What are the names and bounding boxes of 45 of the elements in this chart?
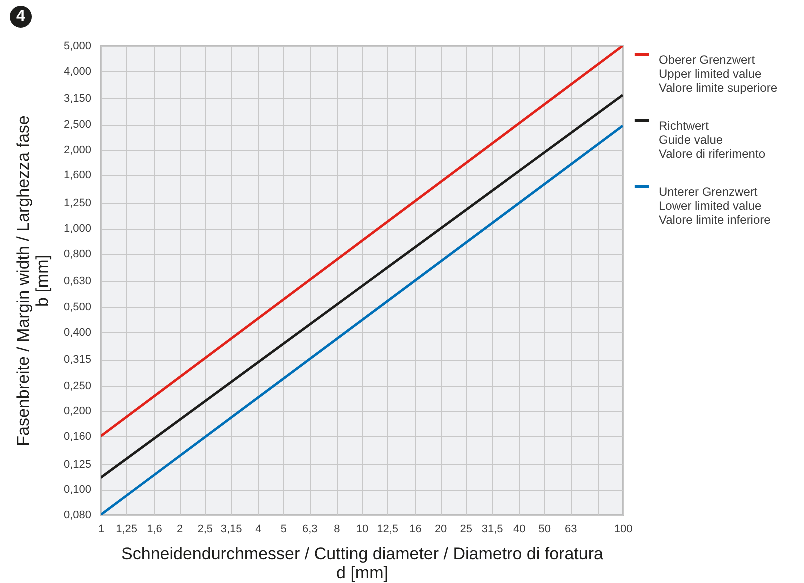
y-tick-label: 2,500 xyxy=(64,119,92,132)
x-tick-label: 5 xyxy=(280,524,287,536)
x-tick-label: 4 xyxy=(256,524,262,536)
x-tick-label: 63 xyxy=(565,524,578,536)
text: 4 xyxy=(10,6,32,28)
y-tick-label: 0,800 xyxy=(64,248,92,260)
x-tick-label: 16 xyxy=(410,524,422,536)
x-tick-label: 1,25 xyxy=(116,524,138,536)
x-tick-label: 3,15 xyxy=(220,524,242,536)
x-tick-label: 25 xyxy=(460,524,472,536)
y-tick-label: 0,160 xyxy=(64,430,92,443)
x-axis-title: Schneidendurchmesser / Cutting diameter / Diametro di foratura d [mm] xyxy=(122,544,604,582)
y-tick-label: 0,125 xyxy=(64,458,92,471)
y-tick-label: 0,080 xyxy=(64,510,92,522)
y-tick-label: 2,000 xyxy=(64,144,92,156)
x-tick-label: 1 xyxy=(98,524,105,536)
x-tick-label: 10 xyxy=(356,524,369,536)
x-tick-label: 40 xyxy=(514,524,526,536)
y-tick-label: 0,250 xyxy=(64,380,92,392)
x-tick-label: 2 xyxy=(177,524,184,536)
y-tick-label: 0,315 xyxy=(64,354,92,366)
x-tick-label: 2,5 xyxy=(198,524,214,536)
x-tick-label: 6,3 xyxy=(302,524,318,536)
x-tick-label: 1,6 xyxy=(147,524,162,536)
x-tick-label: 12,5 xyxy=(377,524,399,536)
y-tick-label: 0,100 xyxy=(64,484,92,496)
y-axis-title: Fasenbreite / Margin width / Larghezza fase b [mm] xyxy=(14,116,52,446)
y-tick-label: 0,630 xyxy=(64,275,92,288)
legend-label: Unterer Grenzwert Lower limited value Valore limite inferiore xyxy=(659,185,772,227)
x-tick-label: 50 xyxy=(538,524,552,536)
y-tick-label: 5,000 xyxy=(64,40,92,52)
x-tick-label: 8 xyxy=(334,524,340,536)
x-tick-label: 20 xyxy=(434,524,448,536)
y-tick-label: 1,600 xyxy=(64,170,92,182)
y-tick-label: 1,250 xyxy=(64,198,92,210)
legend-label: Oberer Grenzwert Upper limited value Valore limite superiore xyxy=(659,53,778,95)
x-tick-label: 100 xyxy=(614,524,633,536)
y-tick-label: 0,500 xyxy=(64,302,92,314)
y-tick-label: 0,400 xyxy=(64,326,92,339)
y-tick-label: 1,000 xyxy=(64,223,92,236)
x-tick-label: 31,5 xyxy=(482,524,504,536)
y-tick-label: 3,150 xyxy=(64,92,92,105)
y-tick-label: 4,000 xyxy=(64,66,92,78)
legend-label: Richtwert Guide value Valore di riferimento xyxy=(659,119,766,161)
y-tick-label: 0,200 xyxy=(64,406,92,418)
